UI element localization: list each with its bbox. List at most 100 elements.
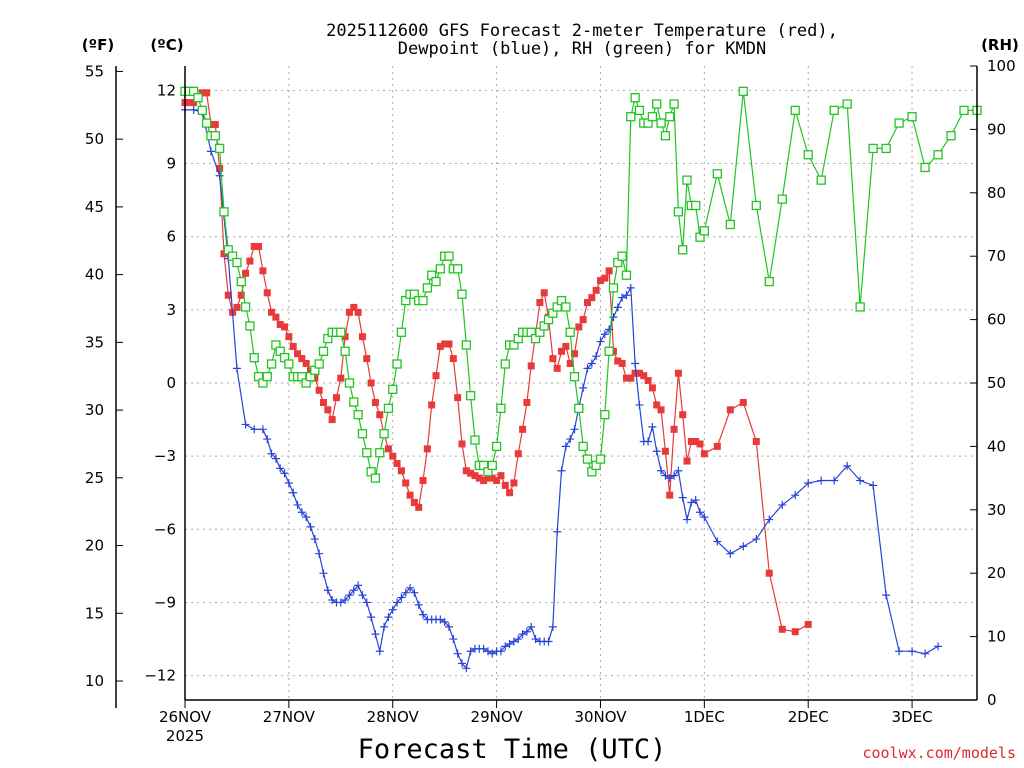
dewpoint-marker [436, 615, 445, 624]
rh-marker [396, 327, 407, 337]
temperature-marker [371, 399, 379, 407]
dewpoint-marker [297, 508, 306, 517]
temperature-marker [423, 445, 431, 453]
temperature-marker [397, 467, 405, 475]
rh-marker [487, 460, 497, 471]
x-tick-label: 26NOV [159, 708, 212, 726]
dewpoint-marker [765, 515, 774, 524]
rh-marker [197, 105, 207, 116]
dewpoint-marker [462, 664, 471, 673]
temperature-marker [363, 355, 371, 363]
dewpoint-marker [665, 474, 674, 483]
temperature-marker [791, 628, 799, 636]
rh-marker [193, 93, 203, 103]
dewpoint-marker [250, 425, 259, 434]
temperature-marker [696, 440, 704, 448]
tick-label-rh: 100 [987, 57, 1016, 75]
temperature-marker [263, 289, 271, 297]
rh-marker [388, 384, 398, 394]
dewpoint-marker [306, 522, 315, 531]
x-tick-label: 27NOV [263, 708, 316, 726]
rh-marker [790, 105, 800, 116]
dewpoint-marker [895, 647, 904, 656]
temperature-marker [224, 291, 232, 299]
rh-marker [764, 276, 774, 287]
temperature-marker [648, 384, 656, 392]
dewpoint-marker [579, 383, 588, 392]
dewpoint-marker [752, 535, 761, 544]
temperature-marker [211, 121, 219, 129]
temperature-marker [562, 342, 570, 350]
dewpoint-marker [293, 500, 302, 509]
dewpoint-marker [561, 442, 570, 451]
dewpoint-marker [587, 359, 596, 368]
temperature-marker [687, 438, 695, 446]
temperature-marker [458, 440, 466, 448]
temperature-marker [553, 364, 561, 372]
rh-marker [240, 302, 251, 312]
temperature-marker [393, 459, 401, 467]
dewpoint-marker [280, 469, 289, 478]
rh-marker [582, 454, 593, 464]
temperature-marker [315, 386, 323, 394]
temperature-marker [319, 399, 327, 407]
rh-marker [600, 410, 610, 420]
rh-marker [422, 283, 433, 293]
temperature-marker [765, 569, 773, 577]
temperature-marker [281, 323, 289, 331]
dewpoint-marker [605, 325, 614, 334]
dewpoint-marker [401, 588, 410, 597]
temperature-marker [558, 347, 566, 355]
dewpoint-marker [869, 481, 878, 490]
temperature-marker [406, 491, 414, 499]
temperature-marker [337, 374, 345, 382]
temperature-marker [519, 425, 527, 433]
dewpoint-marker [700, 513, 709, 522]
temperature-marker [467, 469, 475, 477]
rh-marker [725, 219, 735, 230]
rh-marker [435, 264, 445, 274]
plot-frame [115, 66, 978, 708]
dewpoint-marker [302, 513, 311, 522]
dewpoint-marker [609, 313, 618, 322]
rh-marker [418, 295, 428, 306]
temperature-marker [185, 99, 193, 107]
dewpoint-marker [830, 476, 839, 485]
dewpoint-marker [453, 649, 462, 658]
temperature-marker [475, 474, 483, 482]
tick-label-rh: 60 [987, 311, 1006, 329]
temperature-marker [540, 289, 548, 297]
temperature-marker [579, 316, 587, 324]
temperature-marker [804, 620, 812, 628]
x-year-label: 2025 [166, 727, 204, 745]
dewpoint-marker [315, 549, 324, 558]
temperature-marker [640, 372, 648, 380]
dewpoint-marker [371, 630, 380, 639]
rh-marker [318, 346, 329, 356]
tick-label-c: −12 [144, 667, 176, 685]
tick-label-c: 6 [166, 228, 176, 246]
temperature-marker [216, 164, 224, 172]
temperature-marker [289, 342, 297, 350]
temperature-marker [514, 450, 522, 458]
temperature-marker [480, 477, 488, 485]
temperature-marker [384, 445, 392, 453]
rh-marker [370, 473, 381, 483]
temperature-marker [501, 481, 509, 489]
dewpoint-marker [501, 642, 510, 651]
tick-label-c: 9 [166, 155, 176, 173]
temperature-marker [454, 394, 462, 402]
dewpoint-marker [544, 637, 553, 646]
dewpoint-marker [678, 493, 687, 502]
temperature-marker [549, 355, 557, 363]
rh-marker [353, 410, 363, 420]
temperature-marker [588, 294, 596, 302]
dewpoint-marker [683, 515, 692, 524]
series-layer [180, 86, 982, 673]
temperature-marker [419, 477, 427, 485]
temperature-marker [449, 355, 457, 363]
dewpoint-marker [189, 105, 198, 114]
rh-marker [894, 118, 904, 128]
tick-label-f: 30 [85, 401, 104, 419]
